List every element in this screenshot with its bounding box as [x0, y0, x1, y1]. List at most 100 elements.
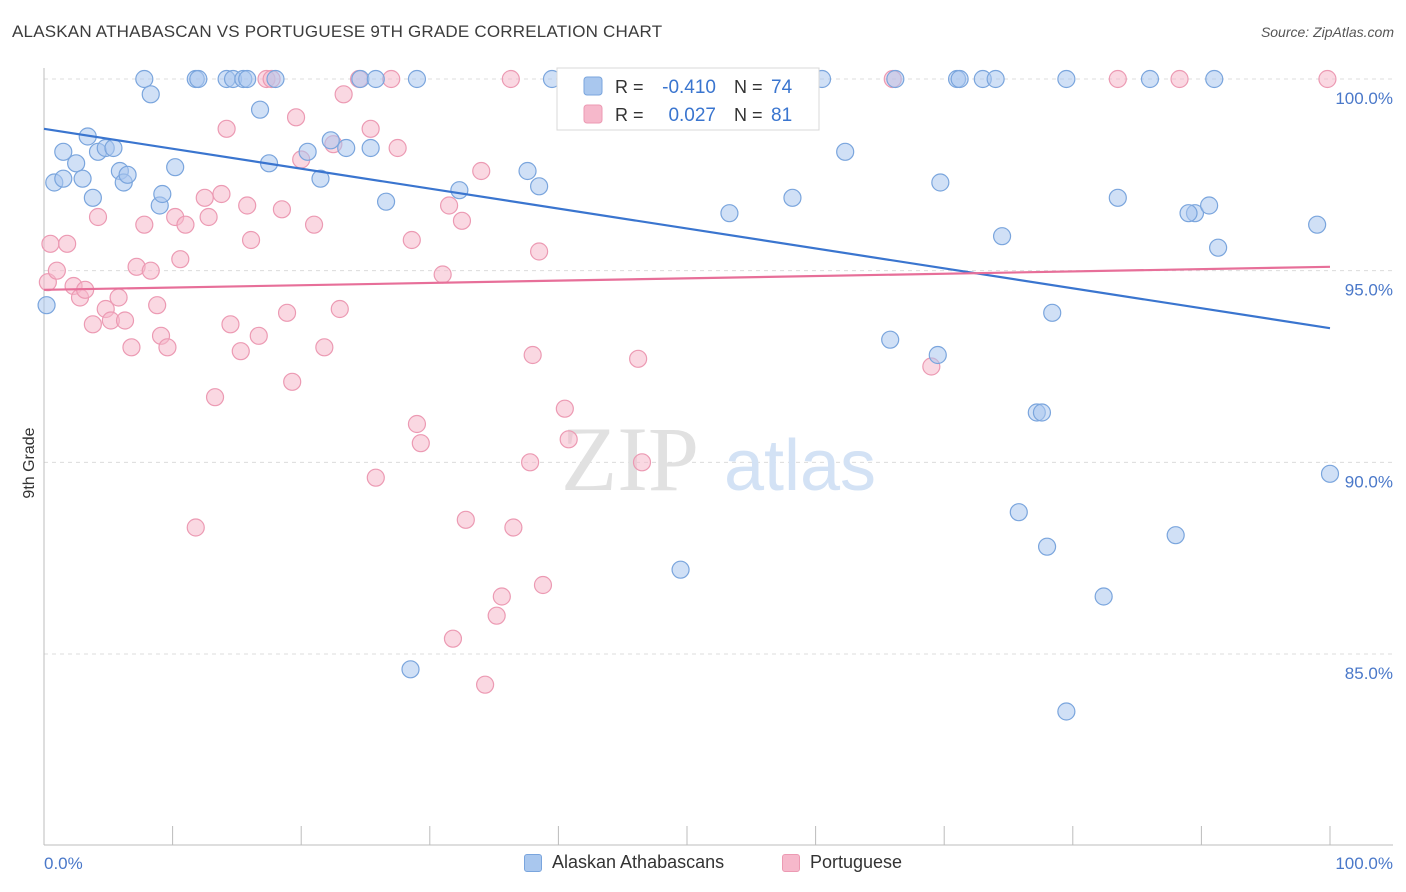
point-portuguese: [272, 200, 292, 219]
point-portuguese: [277, 303, 297, 322]
grid-lines: [44, 78, 1393, 655]
point-portuguese: [411, 434, 430, 453]
legend-label-portuguese: Portuguese: [810, 852, 903, 872]
point-portuguese: [176, 215, 195, 234]
point-alaskan: [351, 69, 370, 89]
point-portuguese: [315, 338, 334, 357]
watermark-atlas: atlas: [724, 426, 876, 506]
point-portuguese: [361, 119, 380, 138]
point-alaskan: [530, 177, 549, 196]
point-portuguese: [83, 315, 102, 334]
point-alaskan: [189, 69, 208, 89]
point-portuguese: [238, 196, 257, 215]
point-portuguese: [443, 629, 463, 648]
point-alaskan: [54, 169, 73, 188]
point-portuguese: [88, 207, 108, 227]
legend-swatch-pink: [583, 104, 603, 124]
point-portuguese: [171, 250, 190, 269]
point-portuguese: [487, 606, 506, 625]
point-alaskan: [67, 154, 86, 173]
point-portuguese: [249, 326, 268, 345]
point-alaskan: [1308, 215, 1327, 234]
point-portuguese: [58, 234, 77, 253]
point-portuguese: [221, 315, 240, 334]
point-portuguese: [1318, 69, 1337, 89]
point-portuguese: [231, 342, 250, 361]
point-alaskan: [37, 296, 56, 315]
legend-label-alaskan: Alaskan Athabascans: [552, 852, 725, 872]
point-portuguese: [492, 587, 511, 606]
point-portuguese: [456, 510, 475, 529]
point-portuguese: [366, 468, 385, 487]
point-alaskan: [1057, 702, 1076, 721]
point-alaskan: [337, 138, 356, 158]
point-portuguese: [135, 215, 154, 234]
point-portuguese: [286, 108, 306, 127]
point-portuguese: [530, 242, 549, 261]
point-alaskan: [450, 181, 469, 200]
point-portuguese: [559, 430, 578, 449]
point-alaskan: [1209, 238, 1228, 257]
point-alaskan: [298, 142, 317, 161]
point-alaskan: [250, 100, 270, 119]
legend-n-label: N =: [734, 77, 763, 97]
point-portuguese: [122, 338, 141, 357]
watermark: ZIP atlas: [561, 408, 876, 510]
point-alaskan: [153, 184, 172, 204]
y-axis-label: 9th Grade: [21, 427, 38, 498]
point-alaskan: [1009, 503, 1028, 522]
point-alaskan: [886, 69, 905, 89]
point-alaskan: [928, 345, 947, 365]
point-alaskan: [376, 192, 396, 211]
legend-r-value: 0.027: [668, 105, 716, 126]
point-alaskan: [366, 69, 385, 89]
point-alaskan: [1108, 188, 1127, 207]
y-tick-label: 95.0%: [1345, 281, 1393, 300]
point-portuguese: [533, 575, 553, 595]
x-tick-label-max: 100.0%: [1335, 854, 1393, 873]
legend-swatch-blue: [583, 76, 603, 96]
point-portuguese: [433, 265, 452, 284]
point-portuguese: [141, 261, 160, 280]
trend-line-alaskan: [43, 127, 1331, 330]
point-portuguese: [109, 288, 128, 307]
point-alaskan: [321, 131, 340, 150]
point-alaskan: [986, 69, 1005, 89]
point-portuguese: [330, 299, 349, 319]
point-portuguese: [629, 349, 648, 368]
point-portuguese: [148, 296, 167, 315]
trend-line-portuguese: [43, 265, 1331, 291]
point-portuguese: [382, 69, 401, 89]
point-portuguese: [212, 184, 231, 204]
point-alaskan: [238, 69, 257, 89]
point-portuguese: [115, 311, 135, 330]
point-portuguese: [501, 69, 520, 89]
point-alaskan: [1205, 69, 1224, 89]
point-portuguese: [195, 188, 214, 207]
chart-title: ALASKAN ATHABASCAN VS PORTUGUESE 9TH GRA…: [12, 22, 663, 41]
legend-n-value: 81: [771, 105, 792, 126]
point-alaskan: [950, 69, 969, 89]
point-alaskan: [54, 142, 73, 161]
point-alaskan: [1179, 204, 1198, 223]
point-portuguese: [186, 518, 205, 537]
point-alaskan: [104, 138, 123, 158]
point-portuguese: [475, 675, 495, 694]
point-alaskan: [671, 560, 690, 579]
point-alaskan: [1032, 403, 1052, 422]
data-points: [37, 69, 1340, 721]
point-alaskan: [361, 138, 380, 158]
point-alaskan: [141, 85, 160, 104]
legend-item-portuguese: Portuguese: [782, 852, 902, 873]
axes: [43, 68, 1393, 846]
y-tick-labels: 100.0% 95.0% 90.0% 85.0%: [1335, 89, 1393, 683]
point-portuguese: [632, 453, 652, 472]
y-tick-label: 85.0%: [1345, 664, 1393, 683]
point-portuguese: [41, 234, 60, 253]
legend-n-value: 74: [771, 77, 793, 98]
point-portuguese: [452, 211, 472, 230]
x-tick-label-min: 0.0%: [44, 854, 83, 873]
legend-r-value: -0.410: [662, 77, 716, 98]
point-portuguese: [388, 138, 407, 158]
